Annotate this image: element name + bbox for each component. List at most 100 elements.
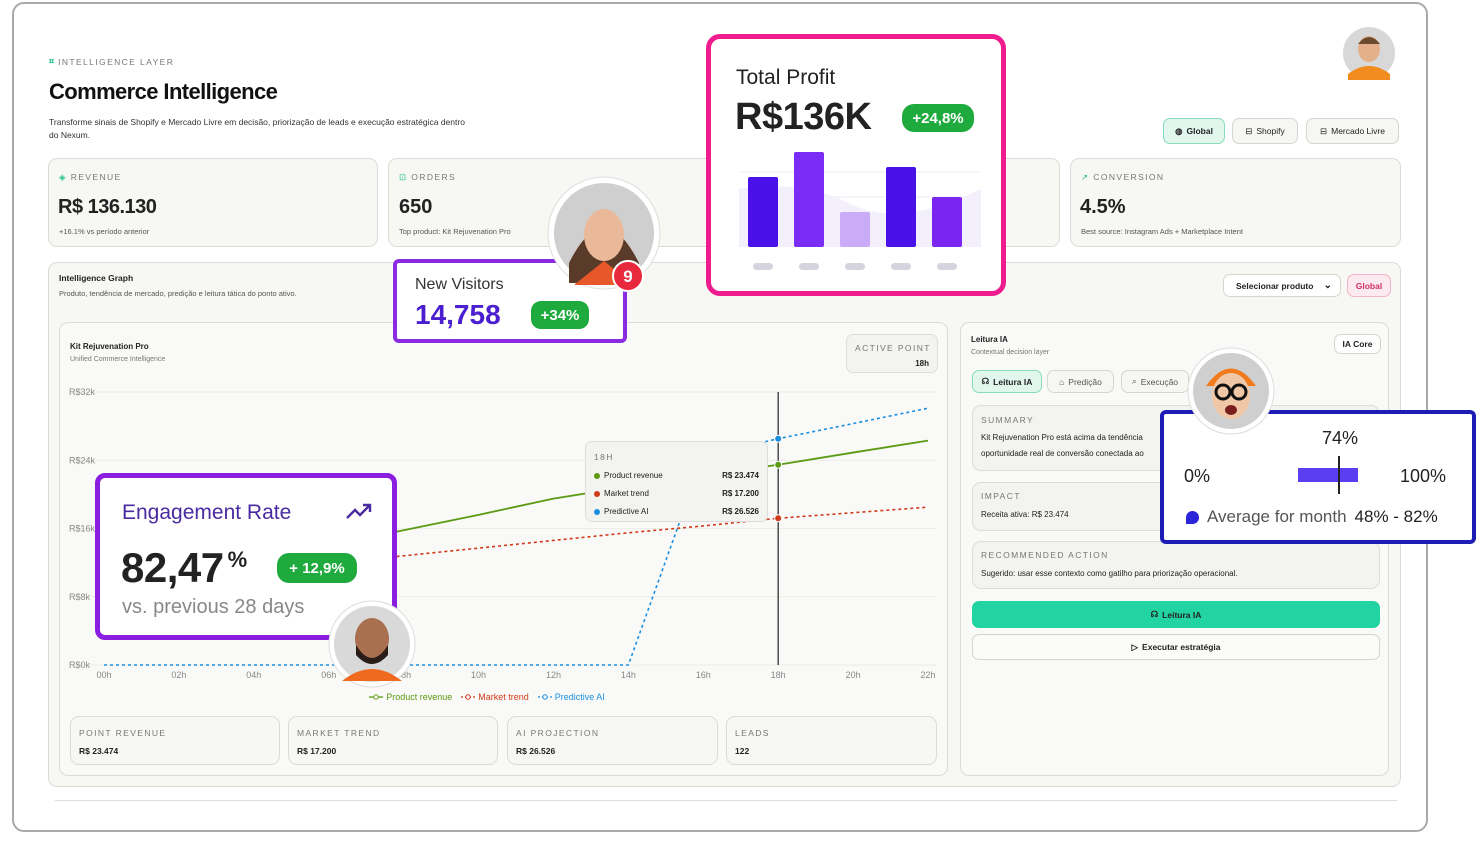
filter-shopify[interactable]: ⊟ Shopify: [1232, 118, 1298, 144]
legend-swatch: [461, 694, 476, 700]
panel-title: Intelligence Graph: [59, 273, 134, 283]
ai-panel: Leitura IA Contextual decision layer IA …: [960, 322, 1389, 776]
icon: ☊: [981, 376, 990, 386]
legend-label: Predictive AI: [554, 692, 605, 702]
avatar-man: [328, 600, 416, 688]
profit-title: Total Profit: [736, 66, 836, 89]
tab[interactable]: ⌂ Predição: [1047, 370, 1114, 393]
kpi-note: Top product: Kit Rejuvenation Pro: [399, 227, 511, 236]
recommended-text: Sugerido: usar esse contexto como gatilh…: [981, 569, 1238, 578]
filter-label: Mercado Livre: [1331, 126, 1385, 136]
legend: Product revenue Market trend Predictive AI: [59, 692, 915, 702]
button-label: Leitura IA: [1162, 609, 1202, 620]
filter-mercado[interactable]: ⊟ Mercado Livre: [1306, 118, 1399, 144]
primary-button[interactable]: ☊ Leitura IA: [972, 601, 1380, 628]
active-point-label: ACTIVE POINT: [855, 343, 931, 353]
bar-chart: [739, 152, 981, 270]
bar: [932, 197, 962, 247]
legend-swatch: [369, 694, 384, 700]
tab-label: Execução: [1140, 376, 1179, 387]
filter-label: Shopify: [1256, 126, 1285, 136]
legend-range: 48% - 82%: [1354, 507, 1438, 526]
legend-icon: [1186, 510, 1199, 524]
tooltip-dot: [594, 491, 600, 497]
kpi-value: R$ 136.130: [58, 196, 157, 218]
kpi-card: ◈ REVENUE R$ 136.130 +16.1% vs período a…: [48, 158, 378, 247]
product-select[interactable]: Selecionar produto ⌄: [1223, 274, 1341, 297]
impact-text: Receita ativa: R$ 23.474: [981, 510, 1069, 519]
swatch-dot: [465, 694, 471, 700]
active-point: ACTIVE POINT 18h: [846, 334, 938, 373]
tab[interactable]: ⌕ Execução: [1121, 370, 1189, 393]
eyebrow: ⌗ INTELLIGENCE LAYER: [49, 56, 174, 67]
divider: [55, 800, 1397, 801]
bar-label-placeholder: [753, 263, 773, 270]
legend-swatch: [537, 694, 552, 700]
icon: ▷: [1131, 641, 1139, 652]
unit: %: [227, 547, 248, 572]
bar: [748, 177, 778, 247]
kpi-label: ⊡ ORDERS: [399, 172, 456, 183]
filter-global[interactable]: ◍ Global: [1163, 118, 1225, 144]
avatar-woman: [547, 176, 661, 290]
kpi-label: ↗ CONVERSION: [1081, 172, 1164, 183]
engagement-value: 82,47%: [121, 544, 247, 592]
gauge-legend: Average for month 48% - 82%: [1186, 507, 1438, 527]
icon: ↗: [1081, 172, 1094, 182]
ai-title: Leitura IA: [971, 335, 1008, 344]
panel-badge[interactable]: Global: [1347, 274, 1391, 297]
legend-label: Market trend: [478, 692, 529, 702]
bar-label-placeholder: [937, 263, 957, 270]
tooltip-name: Product revenue: [604, 471, 663, 480]
gauge-range-bar: [1298, 468, 1358, 482]
text: CONVERSION: [1093, 172, 1165, 182]
kpi-value: 4.5%: [1080, 196, 1126, 218]
value: 82,47: [121, 544, 224, 591]
page-title: Commerce Intelligence: [49, 79, 278, 104]
kpi-label: ◈ REVENUE: [59, 172, 122, 183]
tooltip-name: Predictive AI: [604, 507, 649, 516]
legend-item: Product revenue: [369, 692, 452, 702]
section-label: RECOMMENDED ACTION: [981, 550, 1109, 560]
icon: ⊡: [399, 172, 412, 182]
kpi-note: +16.1% vs período anterior: [59, 227, 150, 236]
metric-card: POINT REVENUE R$ 23.474: [70, 716, 280, 765]
tooltip-dot: [594, 473, 600, 479]
metric-card: LEADS 122: [726, 716, 937, 765]
page-description: Transforme sinais de Shopify e Mercado L…: [49, 117, 465, 140]
secondary-button[interactable]: ▷ Executar estratégia: [972, 634, 1380, 660]
swatch-dot: [542, 694, 548, 700]
badge-count: 9: [623, 267, 632, 286]
gauge-marker: [1338, 456, 1340, 494]
tooltip-value: R$ 23.474: [722, 471, 759, 480]
metric-label: AI PROJECTION: [516, 728, 600, 738]
eyebrow-text: INTELLIGENCE LAYER: [58, 56, 175, 67]
chart-subtitle: Unified Commerce Intelligence: [70, 356, 166, 363]
legend-item: Market trend: [461, 692, 529, 702]
engagement-note: vs. previous 28 days: [122, 596, 305, 618]
section-label: IMPACT: [981, 491, 1021, 501]
icon: ◍: [1175, 125, 1183, 136]
kpi-card: ↗ CONVERSION 4.5% Best source: Instagram…: [1070, 158, 1401, 247]
ai-subtitle: Contextual decision layer: [971, 349, 1050, 356]
visitors-title: New Visitors: [415, 276, 504, 293]
text: ORDERS: [411, 172, 457, 182]
avatar-user: [1343, 27, 1395, 80]
eyebrow-icon: ⌗: [49, 56, 55, 66]
notification-badge: 9: [612, 260, 644, 292]
icon: ⌕: [1131, 376, 1137, 386]
engagement-change: + 12,9%: [277, 553, 357, 583]
ai-badge: IA Core: [1334, 334, 1381, 354]
icon: ◈: [59, 172, 71, 182]
tab-active[interactable]: ☊ Leitura IA: [972, 370, 1042, 393]
avatar-woman-glasses: [1187, 347, 1275, 435]
metric-value: R$ 23.474: [79, 746, 119, 756]
tooltip-value: R$ 17.200: [722, 489, 759, 498]
text: REVENUE: [70, 172, 122, 182]
kpi-value: 650: [399, 196, 433, 218]
filter-label: Global: [1186, 126, 1213, 136]
gauge-card: 74% 0% 100% Average for month 48% - 82%: [1160, 410, 1476, 544]
tab-label: Leitura IA: [993, 376, 1033, 387]
